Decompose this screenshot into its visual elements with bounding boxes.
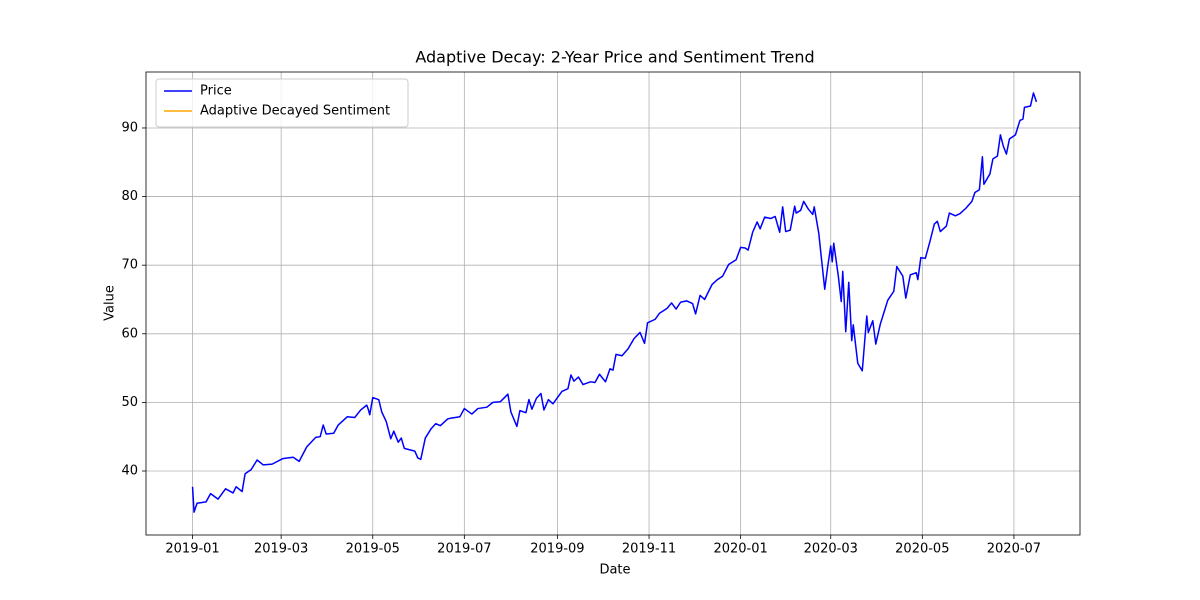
x-tick-label: 2020-07 xyxy=(987,542,1041,557)
x-tick-label: 2019-01 xyxy=(165,542,219,557)
y-tick-label: 40 xyxy=(121,463,138,478)
line xyxy=(191,92,1038,513)
x-tick-label: 2019-09 xyxy=(530,542,584,557)
legend-label: Price xyxy=(200,84,232,99)
legend: Price Adaptive Decayed Sentiment xyxy=(155,78,409,128)
legend-label: Adaptive Decayed Sentiment xyxy=(200,104,390,119)
y-tick-label: 90 xyxy=(121,120,138,135)
y-tick-label: 70 xyxy=(121,258,138,273)
chart-title: Adaptive Decay: 2-Year Price and Sentime… xyxy=(415,48,814,67)
legend-box xyxy=(155,78,409,128)
x-tick-label: 2019-11 xyxy=(622,542,676,557)
x-tick-label: 2020-05 xyxy=(895,542,949,557)
x-tick-label: 2019-07 xyxy=(437,542,491,557)
y-tick-label: 50 xyxy=(121,395,138,410)
x-tick-label: 2020-01 xyxy=(713,542,767,557)
y-tick-label: 60 xyxy=(121,326,138,341)
x-tick-label: 2019-03 xyxy=(254,542,308,557)
y-tick-label: 80 xyxy=(121,189,138,204)
x-tick-label: 2019-05 xyxy=(346,542,400,557)
x-tick-label: 2020-03 xyxy=(804,542,858,557)
x-axis-label: Date xyxy=(599,563,630,578)
plot-frame xyxy=(145,71,1081,536)
y-axis-label: Value xyxy=(103,285,118,321)
